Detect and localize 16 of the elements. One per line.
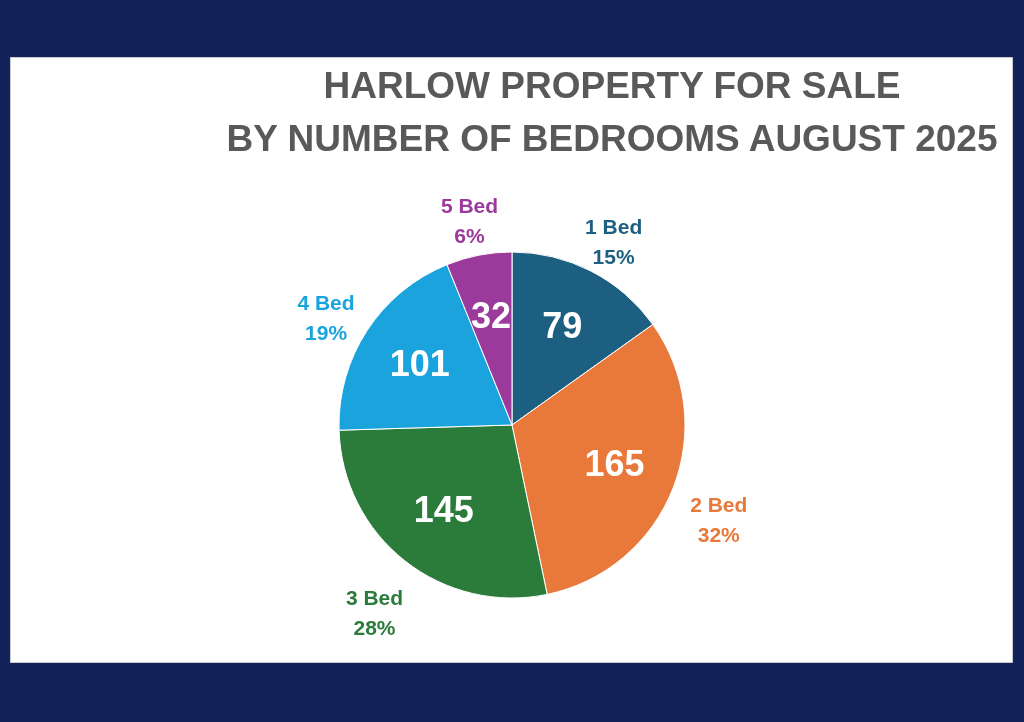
slice-label: 1 Bed <box>585 214 643 238</box>
data-label: 145 <box>413 489 474 531</box>
text: 6% <box>454 224 486 248</box>
text: 32% <box>697 522 741 546</box>
text: 19% <box>305 320 348 344</box>
data-label: 79 <box>542 305 583 347</box>
text: 28% <box>353 616 396 640</box>
text: 15% <box>592 244 635 268</box>
slice-label: 2 Bed <box>690 492 748 516</box>
data-label: 165 <box>584 443 645 485</box>
slice-label: 5 Bed <box>440 194 499 218</box>
slice-label: 3 Bed <box>345 586 404 610</box>
chart-title: HARLOW PROPERTY FOR SALE BY NUMBER OF BEDROOMS AUGUST 2025 <box>226 65 998 159</box>
data-label: 101 <box>389 342 450 384</box>
data-label: 32 <box>470 295 511 337</box>
slice-label: 4 Bed <box>297 290 355 314</box>
